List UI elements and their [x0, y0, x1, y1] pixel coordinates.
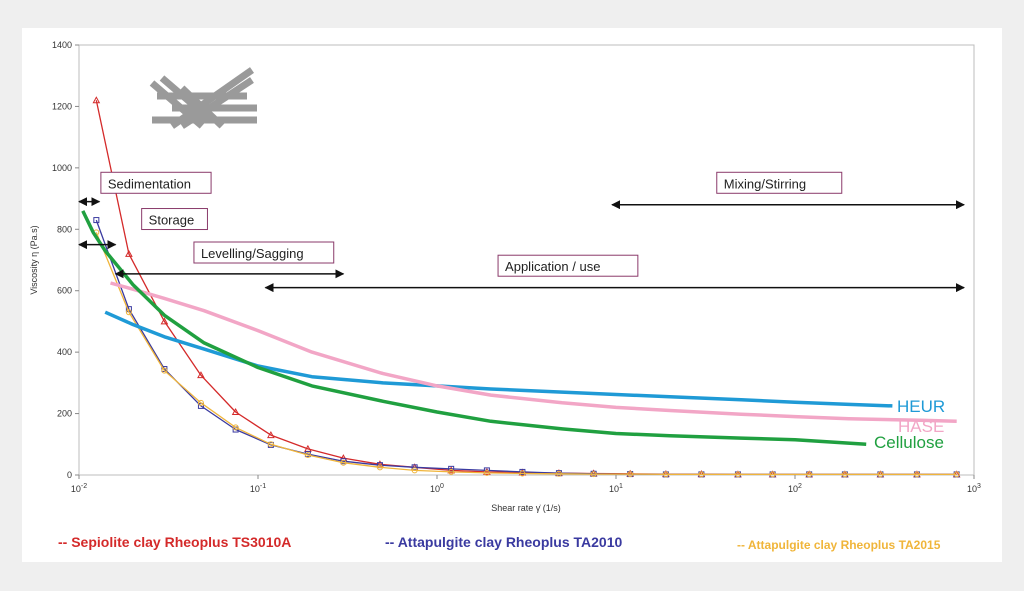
- annotation-label: Mixing/Stirring: [724, 176, 806, 191]
- data-point-marker: [519, 470, 526, 477]
- data-point-marker: [841, 471, 848, 478]
- data-point-marker: [304, 452, 311, 459]
- data-point-marker: [877, 471, 884, 478]
- y-tick-label: 1400: [52, 40, 72, 50]
- legend-attapulgite-ta2015: -- Attapulgite clay Rheoplus TA2015: [737, 538, 941, 552]
- data-point-marker: [913, 471, 920, 478]
- y-tick-label: 800: [57, 224, 72, 234]
- series-line-4: [110, 281, 957, 424]
- annotation-label: Storage: [149, 213, 195, 228]
- annotation-label-box: [497, 254, 639, 277]
- legend-sepiolite: -- Sepiolite clay Rheoplus TS3010A: [58, 534, 292, 550]
- fibre-logo: [149, 67, 257, 129]
- data-point-marker: [590, 471, 597, 478]
- annotation-label-box: [141, 208, 208, 231]
- cellulose-end-label: Cellulose: [874, 433, 944, 452]
- series-end-labels: HEUR HASE Cellulose: [874, 397, 945, 452]
- heur-end-label: HEUR: [897, 397, 945, 416]
- x-tick-label: 101: [609, 483, 623, 494]
- data-point-marker: [267, 441, 274, 448]
- annotation-label: Levelling/Sagging: [201, 246, 304, 261]
- y-tick-label: 600: [57, 286, 72, 296]
- y-tick-label: 1200: [52, 101, 72, 111]
- y-tick-label: 200: [57, 409, 72, 419]
- data-point-marker: [93, 217, 100, 224]
- x-axis-ticks: 10-2 10-1 100 101 102 103: [71, 475, 981, 494]
- data-point-marker: [197, 399, 204, 406]
- data-point-marker: [125, 249, 133, 257]
- y-axis-label: Viscosity η (Pa.s): [29, 225, 39, 294]
- data-point-marker: [555, 470, 562, 477]
- y-tick-label: 0: [67, 470, 72, 480]
- data-point-marker: [125, 309, 132, 316]
- data-point-marker: [92, 96, 101, 104]
- x-tick-label: 100: [430, 483, 444, 494]
- series-line-2: [95, 232, 957, 476]
- x-axis-label: Shear rate γ̇ (1/s): [491, 503, 561, 513]
- plot-frame: [78, 44, 975, 476]
- annotation-label-box: [716, 171, 843, 194]
- annotation-label: Sedimentation: [108, 176, 191, 191]
- annotation-label-box: [193, 241, 335, 264]
- series-line-3: [104, 310, 893, 408]
- y-tick-label: 400: [57, 347, 72, 357]
- data-point-marker: [483, 469, 490, 476]
- data-point-marker: [734, 471, 741, 478]
- data-point-marker: [662, 471, 669, 478]
- chart-svg: 0 200 400 600 800 1000 1200 1400 10-2 10-1 100 101…: [29, 40, 981, 513]
- hase-end-label: HASE: [898, 417, 944, 436]
- data-point-marker: [953, 471, 960, 478]
- x-tick-label: 10-1: [250, 483, 266, 494]
- data-point-marker: [483, 467, 491, 475]
- data-point-marker: [161, 367, 168, 374]
- data-point-marker: [340, 459, 347, 466]
- data-point-marker: [448, 468, 455, 475]
- data-point-marker: [376, 464, 383, 471]
- series-line-5: [81, 210, 867, 447]
- data-point-marker: [698, 471, 705, 478]
- chart-card: 0 200 400 600 800 1000 1200 1400 10-2 10-1 100 101…: [22, 28, 1002, 562]
- annotation-label-box: [100, 171, 212, 194]
- data-point-marker: [627, 471, 634, 478]
- y-tick-label: 1000: [52, 163, 72, 173]
- x-tick-label: 102: [788, 483, 802, 494]
- data-point-marker: [232, 424, 239, 431]
- annotation-label: Application / use: [505, 259, 600, 274]
- data-point-marker: [411, 467, 418, 474]
- data-point-marker: [769, 471, 776, 478]
- data-point-marker: [160, 317, 169, 325]
- series-group: [81, 96, 961, 478]
- x-tick-label: 10-2: [71, 483, 87, 494]
- x-tick-label: 103: [967, 483, 981, 494]
- data-point-marker: [197, 371, 205, 379]
- legend-attapulgite-ta2010: -- Attapulgite clay Rheoplus TA2010: [385, 534, 623, 550]
- y-axis-ticks: 0 200 400 600 800 1000 1200 1400: [52, 40, 79, 480]
- annotation-group: Sedimentation Storage Levelling/Sagging App…: [78, 171, 965, 293]
- data-point-marker: [267, 431, 275, 439]
- data-point-marker: [231, 407, 240, 416]
- data-point-marker: [806, 471, 813, 478]
